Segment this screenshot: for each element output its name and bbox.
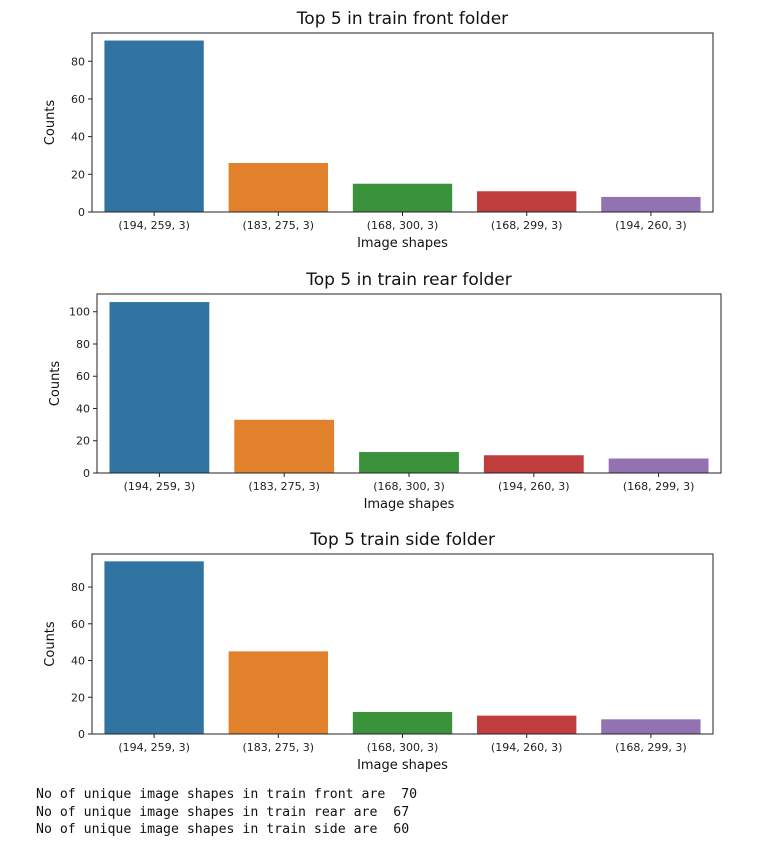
chart-panel-3: Top 5 train side folder (194, 259, 3) (183… (43, 530, 714, 773)
y-axis-label: Counts (48, 361, 63, 407)
x-tick-label: (168, 299, 3) (623, 480, 695, 493)
output-line-rear: No of unique image shapes in train rear … (36, 804, 410, 820)
y-tick-label: 40 (71, 131, 85, 144)
chart-title: Top 5 in train rear folder (305, 270, 511, 290)
x-tick-label: (168, 300, 3) (373, 480, 445, 493)
y-tick-label: 0 (78, 728, 85, 741)
y-axis-label: Counts (43, 621, 58, 667)
bar (359, 452, 459, 473)
y-tick-label: 0 (83, 467, 90, 480)
output-text: No of unique image shapes in train front… (36, 786, 417, 839)
plot-frame (91, 32, 714, 213)
chart-panel-1: Top 5 in train front folder (194, 259, 3)… (43, 9, 714, 251)
x-tick-label: (183, 275, 3) (243, 741, 315, 754)
y-axis-label: Counts (43, 100, 58, 146)
x-tick-label: (168, 299, 3) (491, 219, 563, 232)
plot-frame (96, 293, 722, 474)
y-tick-label: 80 (71, 581, 85, 594)
x-tick-label: (194, 260, 3) (498, 480, 570, 493)
bar (228, 163, 328, 212)
y-tick-label: 60 (71, 618, 85, 631)
charts-figure: Top 5 in train front folder (194, 259, 3)… (43, 9, 722, 773)
bar (601, 196, 701, 212)
y-tick-label: 0 (78, 206, 85, 219)
output-line-front: No of unique image shapes in train front… (36, 787, 418, 802)
y-tick-label: 60 (71, 93, 85, 106)
bar (477, 191, 577, 212)
x-tick-label: (168, 299, 3) (615, 741, 687, 754)
bar (601, 719, 701, 734)
bar (477, 715, 577, 734)
x-tick-label: (194, 259, 3) (118, 741, 190, 754)
y-tick-label: 80 (76, 338, 90, 351)
x-axis-label: Image shapes (357, 236, 448, 251)
y-tick-label: 20 (71, 168, 85, 181)
bar (104, 561, 204, 734)
bar (228, 651, 328, 734)
bar (104, 40, 204, 212)
x-tick-label: (194, 260, 3) (491, 741, 563, 754)
bar (608, 458, 709, 473)
bar (483, 455, 584, 473)
bar (109, 302, 210, 473)
bar (352, 183, 453, 212)
chart-panel-2: Top 5 in train rear folder (194, 259, 3) (… (48, 270, 722, 512)
output-line-side: No of unique image shapes in train side … (36, 822, 410, 837)
y-tick-label: 80 (71, 55, 85, 68)
x-axis-label: Image shapes (357, 758, 448, 773)
x-axis-label: Image shapes (364, 497, 455, 512)
y-tick-label: 20 (71, 691, 85, 704)
x-tick-label: (183, 275, 3) (243, 219, 315, 232)
x-tick-label: (194, 260, 3) (615, 219, 687, 232)
y-tick-label: 40 (76, 402, 90, 415)
x-tick-label: (168, 300, 3) (367, 741, 439, 754)
chart-title: Top 5 train side folder (309, 530, 495, 550)
plot-frame (91, 553, 714, 735)
x-tick-label: (194, 259, 3) (118, 219, 190, 232)
chart-title: Top 5 in train front folder (296, 9, 508, 29)
y-tick-label: 60 (76, 370, 90, 383)
x-tick-label: (194, 259, 3) (124, 480, 196, 493)
y-tick-label: 100 (69, 306, 90, 319)
bar (352, 711, 453, 734)
y-tick-label: 40 (71, 655, 85, 668)
x-tick-label: (168, 300, 3) (367, 219, 439, 232)
y-tick-label: 20 (76, 435, 90, 448)
x-tick-label: (183, 275, 3) (248, 480, 320, 493)
bar (234, 419, 335, 473)
